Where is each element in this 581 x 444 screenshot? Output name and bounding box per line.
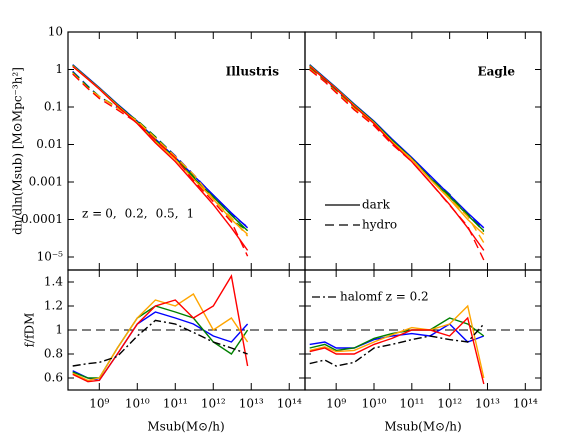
x-tick-label: 10¹² bbox=[201, 397, 226, 411]
x-tick-label: 10¹³ bbox=[239, 397, 264, 411]
y-tick-label: 0.8 bbox=[44, 347, 63, 361]
data-line bbox=[72, 72, 249, 237]
legend-entry: dark bbox=[362, 198, 391, 212]
data-line bbox=[309, 304, 485, 379]
data-line bbox=[72, 319, 248, 367]
x-tick-label: 10⁹ bbox=[89, 397, 109, 411]
panel-title: Eagle bbox=[477, 65, 515, 79]
y-tick-label: 1.4 bbox=[44, 275, 63, 289]
x-tick-label: 10¹⁰ bbox=[125, 397, 150, 411]
y-tick-label: 0.6 bbox=[44, 371, 63, 385]
x-tick-label: 10⁹ bbox=[326, 397, 346, 411]
x-tick-label: 10¹⁰ bbox=[362, 397, 387, 411]
legend-label: z = bbox=[82, 207, 102, 221]
y-axis-label: dn/dln(Msub) [M⊙Mpc⁻³h²] bbox=[11, 67, 25, 235]
data-line bbox=[72, 311, 249, 382]
annotation: halomf z = 0.2 bbox=[340, 290, 429, 304]
legend-entry: 0.2 bbox=[125, 207, 144, 221]
x-axis-label: Msub(M⊙/h) bbox=[384, 420, 461, 434]
data-line bbox=[72, 305, 249, 379]
y-tick-label: 1.2 bbox=[44, 299, 63, 313]
x-tick-label: 10¹⁴ bbox=[513, 397, 538, 411]
y-tick-label: 10 bbox=[48, 25, 63, 39]
y-tick-label: 0.001 bbox=[29, 174, 63, 188]
x-tick-label: 10¹⁴ bbox=[277, 397, 302, 411]
legend-separator: , bbox=[113, 207, 117, 221]
legend-separator: , bbox=[175, 207, 179, 221]
data-line bbox=[309, 317, 485, 352]
y-tick-label: 0.0001 bbox=[21, 212, 63, 226]
legend-entry: 0 bbox=[105, 207, 113, 221]
panel-frame bbox=[304, 269, 542, 391]
data-line bbox=[72, 274, 249, 383]
x-axis-label: Msub(M⊙/h) bbox=[147, 420, 224, 434]
legend-entry: 1 bbox=[187, 207, 195, 221]
data-line bbox=[72, 65, 249, 251]
y-tick-label: 0.01 bbox=[36, 137, 63, 151]
data-line bbox=[309, 316, 485, 385]
x-tick-label: 10¹² bbox=[437, 397, 462, 411]
data-line bbox=[72, 70, 249, 228]
data-line bbox=[309, 69, 485, 261]
legend-entry: 0.5 bbox=[156, 207, 175, 221]
x-tick-label: 10¹¹ bbox=[163, 397, 188, 411]
legend-entry: hydro bbox=[362, 218, 397, 232]
data-line bbox=[72, 73, 249, 257]
data-line bbox=[72, 292, 249, 382]
y-tick-label: 1 bbox=[55, 323, 63, 337]
legend-separator: , bbox=[144, 207, 148, 221]
y-tick-label: 10⁻⁵ bbox=[37, 249, 64, 263]
x-tick-label: 10¹³ bbox=[475, 397, 500, 411]
y-tick-label: 0.1 bbox=[44, 99, 63, 113]
panel-title: Illustris bbox=[226, 65, 280, 79]
x-tick-label: 10¹¹ bbox=[399, 397, 424, 411]
y-tick-label: 1 bbox=[55, 62, 63, 76]
y-axis-label: f/fDM bbox=[23, 313, 37, 348]
